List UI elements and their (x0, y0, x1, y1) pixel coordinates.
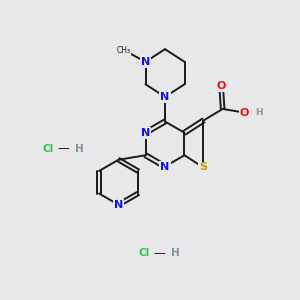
Text: Cl: Cl (138, 248, 150, 259)
Text: H: H (171, 248, 180, 259)
Text: N: N (160, 92, 169, 102)
Text: O: O (240, 108, 249, 118)
Text: O: O (217, 82, 226, 92)
Text: N: N (141, 128, 150, 138)
Text: N: N (141, 57, 150, 67)
Text: —: — (58, 142, 70, 155)
Text: CH₃: CH₃ (116, 46, 131, 55)
Text: H: H (256, 108, 263, 117)
Text: S: S (200, 163, 207, 172)
Text: —: — (154, 247, 166, 260)
Text: Cl: Cl (42, 143, 54, 154)
Text: N: N (114, 200, 123, 210)
Text: H: H (75, 143, 84, 154)
Text: N: N (160, 161, 169, 172)
